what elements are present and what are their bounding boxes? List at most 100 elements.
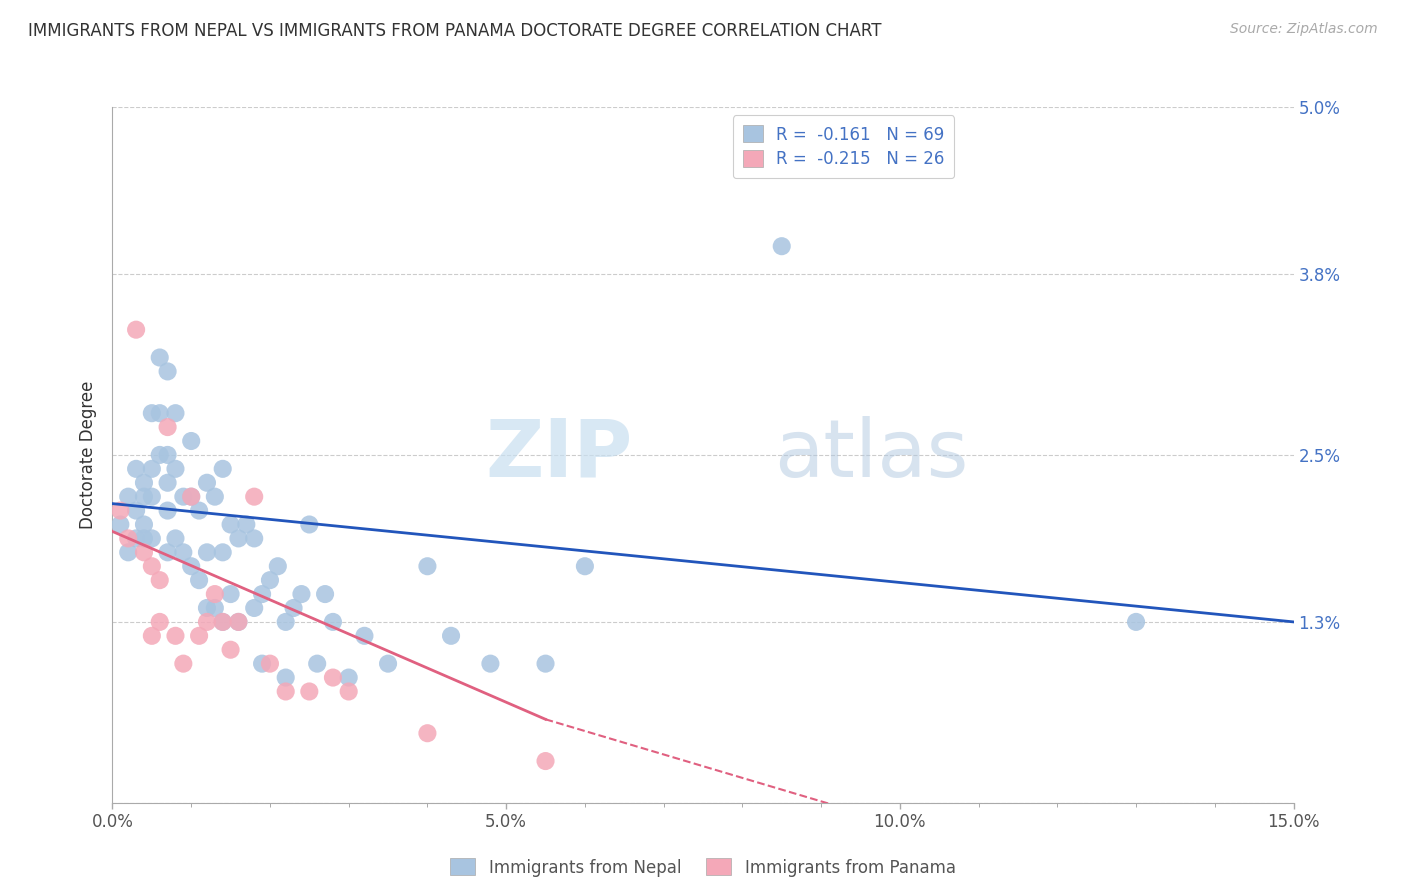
Point (149, 406, 172, 420)
Point (211, 545, 233, 559)
Point (250, 657, 273, 671)
Point (165, 406, 187, 420)
Text: Source: ZipAtlas.com: Source: ZipAtlas.com (1230, 22, 1378, 37)
Point (479, 657, 502, 671)
Point (172, 657, 194, 671)
Point (172, 545, 194, 559)
Point (165, 462, 187, 476)
Point (298, 517, 321, 532)
Point (235, 517, 257, 532)
Point (211, 462, 233, 476)
Point (259, 573, 281, 587)
Point (204, 587, 226, 601)
Point (322, 671, 344, 685)
Point (180, 559, 202, 574)
Point (250, 587, 273, 601)
Point (195, 615, 218, 629)
Point (156, 475, 179, 490)
Point (110, 517, 132, 532)
Point (132, 490, 155, 504)
Point (337, 684, 360, 698)
Point (243, 532, 266, 546)
Point (298, 684, 321, 698)
Point (228, 532, 250, 546)
Point (125, 503, 148, 517)
Point (117, 532, 139, 546)
Point (211, 615, 233, 629)
Point (180, 434, 202, 448)
Point (165, 629, 187, 643)
Point (274, 615, 297, 629)
Point (132, 532, 155, 546)
Point (117, 490, 139, 504)
Point (141, 462, 163, 476)
Point (219, 642, 242, 657)
Point (110, 503, 132, 517)
Point (141, 406, 163, 420)
Point (156, 503, 179, 517)
Point (290, 587, 312, 601)
Point (211, 615, 233, 629)
Text: IMMIGRANTS FROM NEPAL VS IMMIGRANTS FROM PANAMA DOCTORATE DEGREE CORRELATION CHA: IMMIGRANTS FROM NEPAL VS IMMIGRANTS FROM… (28, 22, 882, 40)
Point (156, 364, 179, 378)
Point (141, 490, 163, 504)
Point (440, 629, 463, 643)
Point (141, 629, 163, 643)
Point (204, 490, 226, 504)
Point (770, 239, 793, 253)
Point (322, 615, 344, 629)
Point (125, 532, 148, 546)
Point (180, 490, 202, 504)
Point (353, 629, 375, 643)
Point (259, 657, 281, 671)
Point (416, 559, 439, 574)
Point (228, 615, 250, 629)
Point (132, 545, 155, 559)
Point (283, 601, 305, 615)
Y-axis label: Doctorate Degree: Doctorate Degree (79, 381, 97, 529)
Point (243, 490, 266, 504)
Point (132, 517, 155, 532)
Point (204, 601, 226, 615)
Point (314, 587, 336, 601)
Point (195, 601, 218, 615)
Point (149, 615, 172, 629)
Point (337, 671, 360, 685)
Point (267, 559, 290, 574)
Point (274, 671, 297, 685)
Point (165, 532, 187, 546)
Point (377, 657, 399, 671)
Point (228, 615, 250, 629)
Point (307, 657, 329, 671)
Point (274, 684, 297, 698)
Point (188, 503, 211, 517)
Point (156, 420, 179, 434)
Point (149, 351, 172, 365)
Point (188, 629, 211, 643)
Point (172, 490, 194, 504)
Point (219, 517, 242, 532)
Point (534, 657, 557, 671)
Point (132, 475, 155, 490)
Text: ZIP: ZIP (485, 416, 633, 494)
Legend: Immigrants from Nepal, Immigrants from Panama: Immigrants from Nepal, Immigrants from P… (441, 850, 965, 885)
Point (416, 726, 439, 740)
Point (149, 573, 172, 587)
Point (243, 601, 266, 615)
Point (125, 462, 148, 476)
Point (125, 323, 148, 337)
Point (156, 448, 179, 462)
Point (141, 532, 163, 546)
Text: atlas: atlas (773, 416, 969, 494)
Point (117, 545, 139, 559)
Point (141, 559, 163, 574)
Point (180, 490, 202, 504)
Point (195, 475, 218, 490)
Point (1125, 615, 1147, 629)
Point (219, 587, 242, 601)
Point (534, 754, 557, 768)
Point (156, 545, 179, 559)
Point (149, 448, 172, 462)
Point (195, 545, 218, 559)
Point (188, 573, 211, 587)
